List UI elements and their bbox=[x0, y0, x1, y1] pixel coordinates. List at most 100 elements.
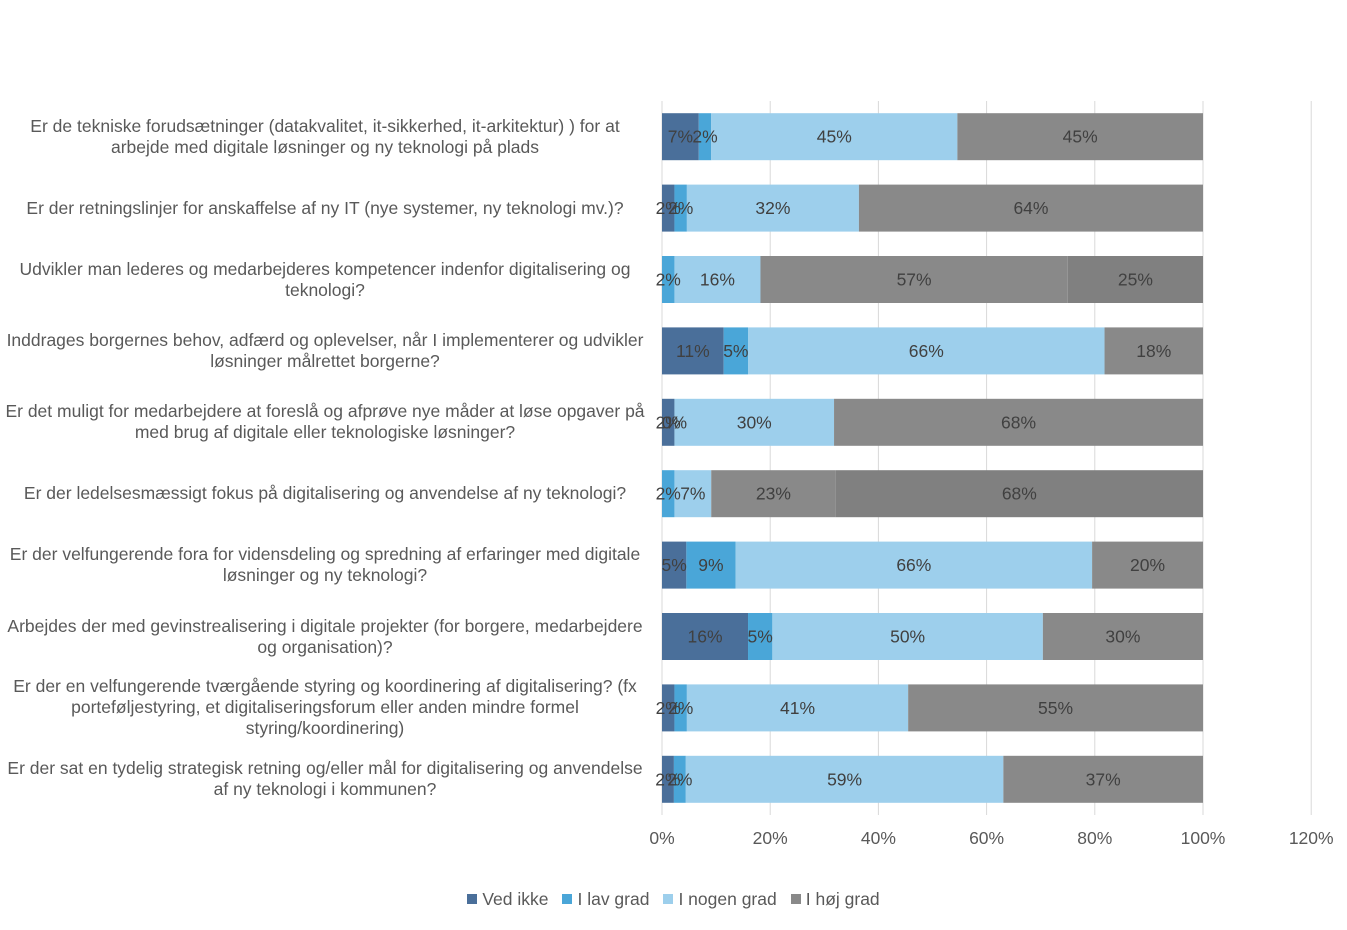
data-label: 59% bbox=[827, 769, 862, 789]
x-tick-label: 60% bbox=[969, 828, 1004, 848]
bar-segment bbox=[711, 113, 958, 161]
data-label: 7% bbox=[668, 127, 693, 147]
data-label: 66% bbox=[909, 341, 944, 361]
category-label: Er de tekniske forudsætninger (datakvali… bbox=[30, 115, 620, 157]
data-label: 55% bbox=[1038, 698, 1073, 718]
x-tick-label: 80% bbox=[1077, 828, 1112, 848]
legend-item: Ved ikke bbox=[467, 889, 548, 910]
bar-segment bbox=[723, 327, 749, 375]
category-label: Er der retningslinjer for anskaffelse af… bbox=[26, 197, 624, 218]
legend-item: I høj grad bbox=[790, 889, 880, 910]
bar-segment bbox=[662, 113, 699, 161]
x-axis-ticks: 0% 20% 40% 60% 80% 100% 120% bbox=[649, 828, 1333, 848]
data-label: 11% bbox=[676, 341, 710, 361]
bar-segment bbox=[772, 613, 1043, 660]
category-label: Er der en velfungerende tværgående styri… bbox=[13, 676, 637, 739]
data-label: 50% bbox=[890, 627, 925, 647]
bar-segment bbox=[674, 398, 835, 446]
data-label: 5% bbox=[723, 341, 748, 361]
legend-swatch bbox=[467, 894, 478, 904]
bar-segment bbox=[662, 470, 675, 518]
legend-label: I lav grad bbox=[577, 889, 650, 909]
bars bbox=[662, 113, 1203, 803]
bar-segment bbox=[686, 184, 859, 232]
legend-swatch bbox=[562, 894, 573, 904]
bar-segment bbox=[748, 613, 773, 660]
data-label: 5% bbox=[748, 627, 773, 647]
data-label: 45% bbox=[1063, 127, 1098, 147]
bar-segment bbox=[685, 755, 1004, 803]
data-label: 2% bbox=[656, 698, 681, 718]
bar-segment bbox=[662, 541, 687, 589]
data-label: 2% bbox=[667, 769, 692, 789]
legend-label: Ved ikke bbox=[482, 889, 549, 909]
data-label: 2% bbox=[656, 484, 681, 504]
data-label: 7% bbox=[680, 484, 705, 504]
data-label: 2% bbox=[656, 198, 681, 218]
bar-segment bbox=[674, 256, 761, 303]
bar-segment bbox=[711, 470, 836, 518]
bar-segment bbox=[674, 470, 712, 518]
legend-swatch bbox=[790, 894, 801, 904]
data-label: 25% bbox=[1118, 270, 1153, 290]
category-label: Er der sat en tydelig strategisk retning… bbox=[7, 758, 643, 800]
data-label: 23% bbox=[756, 484, 791, 504]
x-tick-label: 20% bbox=[753, 828, 788, 848]
data-label: 32% bbox=[755, 198, 790, 218]
bar-segment bbox=[1104, 327, 1203, 375]
data-label: 2% bbox=[656, 270, 681, 290]
data-label: 16% bbox=[700, 270, 735, 290]
category-label: Inddrages borgernes behov, adfærd og opl… bbox=[6, 329, 644, 371]
data-label: 57% bbox=[897, 270, 932, 290]
data-label: 64% bbox=[1013, 198, 1048, 218]
bar-segment bbox=[662, 684, 675, 732]
category-label: Er der ledelsesmæssigt fokus på digitali… bbox=[23, 483, 627, 504]
data-label: 16% bbox=[687, 627, 722, 647]
data-label: 68% bbox=[1001, 412, 1036, 432]
data-label: 45% bbox=[817, 127, 852, 147]
bar-segment bbox=[735, 541, 1093, 589]
bar-segment bbox=[908, 684, 1203, 732]
data-label: 2% bbox=[655, 769, 680, 789]
data-label: 9% bbox=[698, 555, 723, 575]
category-label: Arbejdes der med gevinstrealisering i di… bbox=[7, 615, 643, 657]
data-label: 66% bbox=[896, 555, 931, 575]
bar-segment bbox=[858, 184, 1203, 232]
legend-label: I høj grad bbox=[805, 889, 880, 909]
data-label: 18% bbox=[1136, 341, 1171, 361]
data-labels: 7% 2% 45% 45%2%2% 32% 64%2% 16% 57% 25%11% 5% 66% 1… bbox=[655, 127, 1171, 790]
data-label: 5% bbox=[662, 555, 687, 575]
x-tick-label: 0% bbox=[649, 828, 674, 848]
data-label: 0% bbox=[662, 412, 687, 432]
legend-item: I nogen grad bbox=[663, 889, 777, 910]
bar-segment bbox=[662, 256, 675, 303]
data-label: 30% bbox=[737, 412, 772, 432]
bar-segment bbox=[957, 113, 1203, 161]
bar-segment bbox=[1042, 613, 1203, 660]
legend-label: I nogen grad bbox=[678, 889, 777, 909]
data-label: 2% bbox=[668, 198, 693, 218]
bar-segment bbox=[748, 327, 1105, 375]
data-label: 37% bbox=[1086, 769, 1121, 789]
data-label: 2% bbox=[656, 412, 681, 432]
category-label: Er der velfungerende fora for vidensdeli… bbox=[9, 544, 641, 586]
legend: Ved ikke I lav grad I nogen grad I høj grad bbox=[0, 889, 1347, 910]
bar-segment bbox=[686, 684, 909, 732]
bar-segment bbox=[674, 684, 687, 732]
bar-segment bbox=[662, 398, 675, 446]
x-tick-label: 40% bbox=[861, 828, 896, 848]
bar-segment bbox=[834, 398, 1203, 446]
data-label: 20% bbox=[1130, 555, 1165, 575]
legend-item: I lav grad bbox=[562, 889, 649, 910]
bar-segment bbox=[698, 113, 712, 161]
bar-segment bbox=[662, 184, 675, 232]
data-label: 41% bbox=[780, 698, 815, 718]
bar-segment bbox=[662, 613, 749, 660]
bar-segment bbox=[760, 256, 1068, 303]
data-label: 2% bbox=[692, 127, 717, 147]
legend-swatch bbox=[663, 894, 674, 904]
bar-segment bbox=[674, 184, 687, 232]
bar-segment bbox=[1003, 755, 1203, 803]
bar-segment bbox=[673, 755, 686, 803]
